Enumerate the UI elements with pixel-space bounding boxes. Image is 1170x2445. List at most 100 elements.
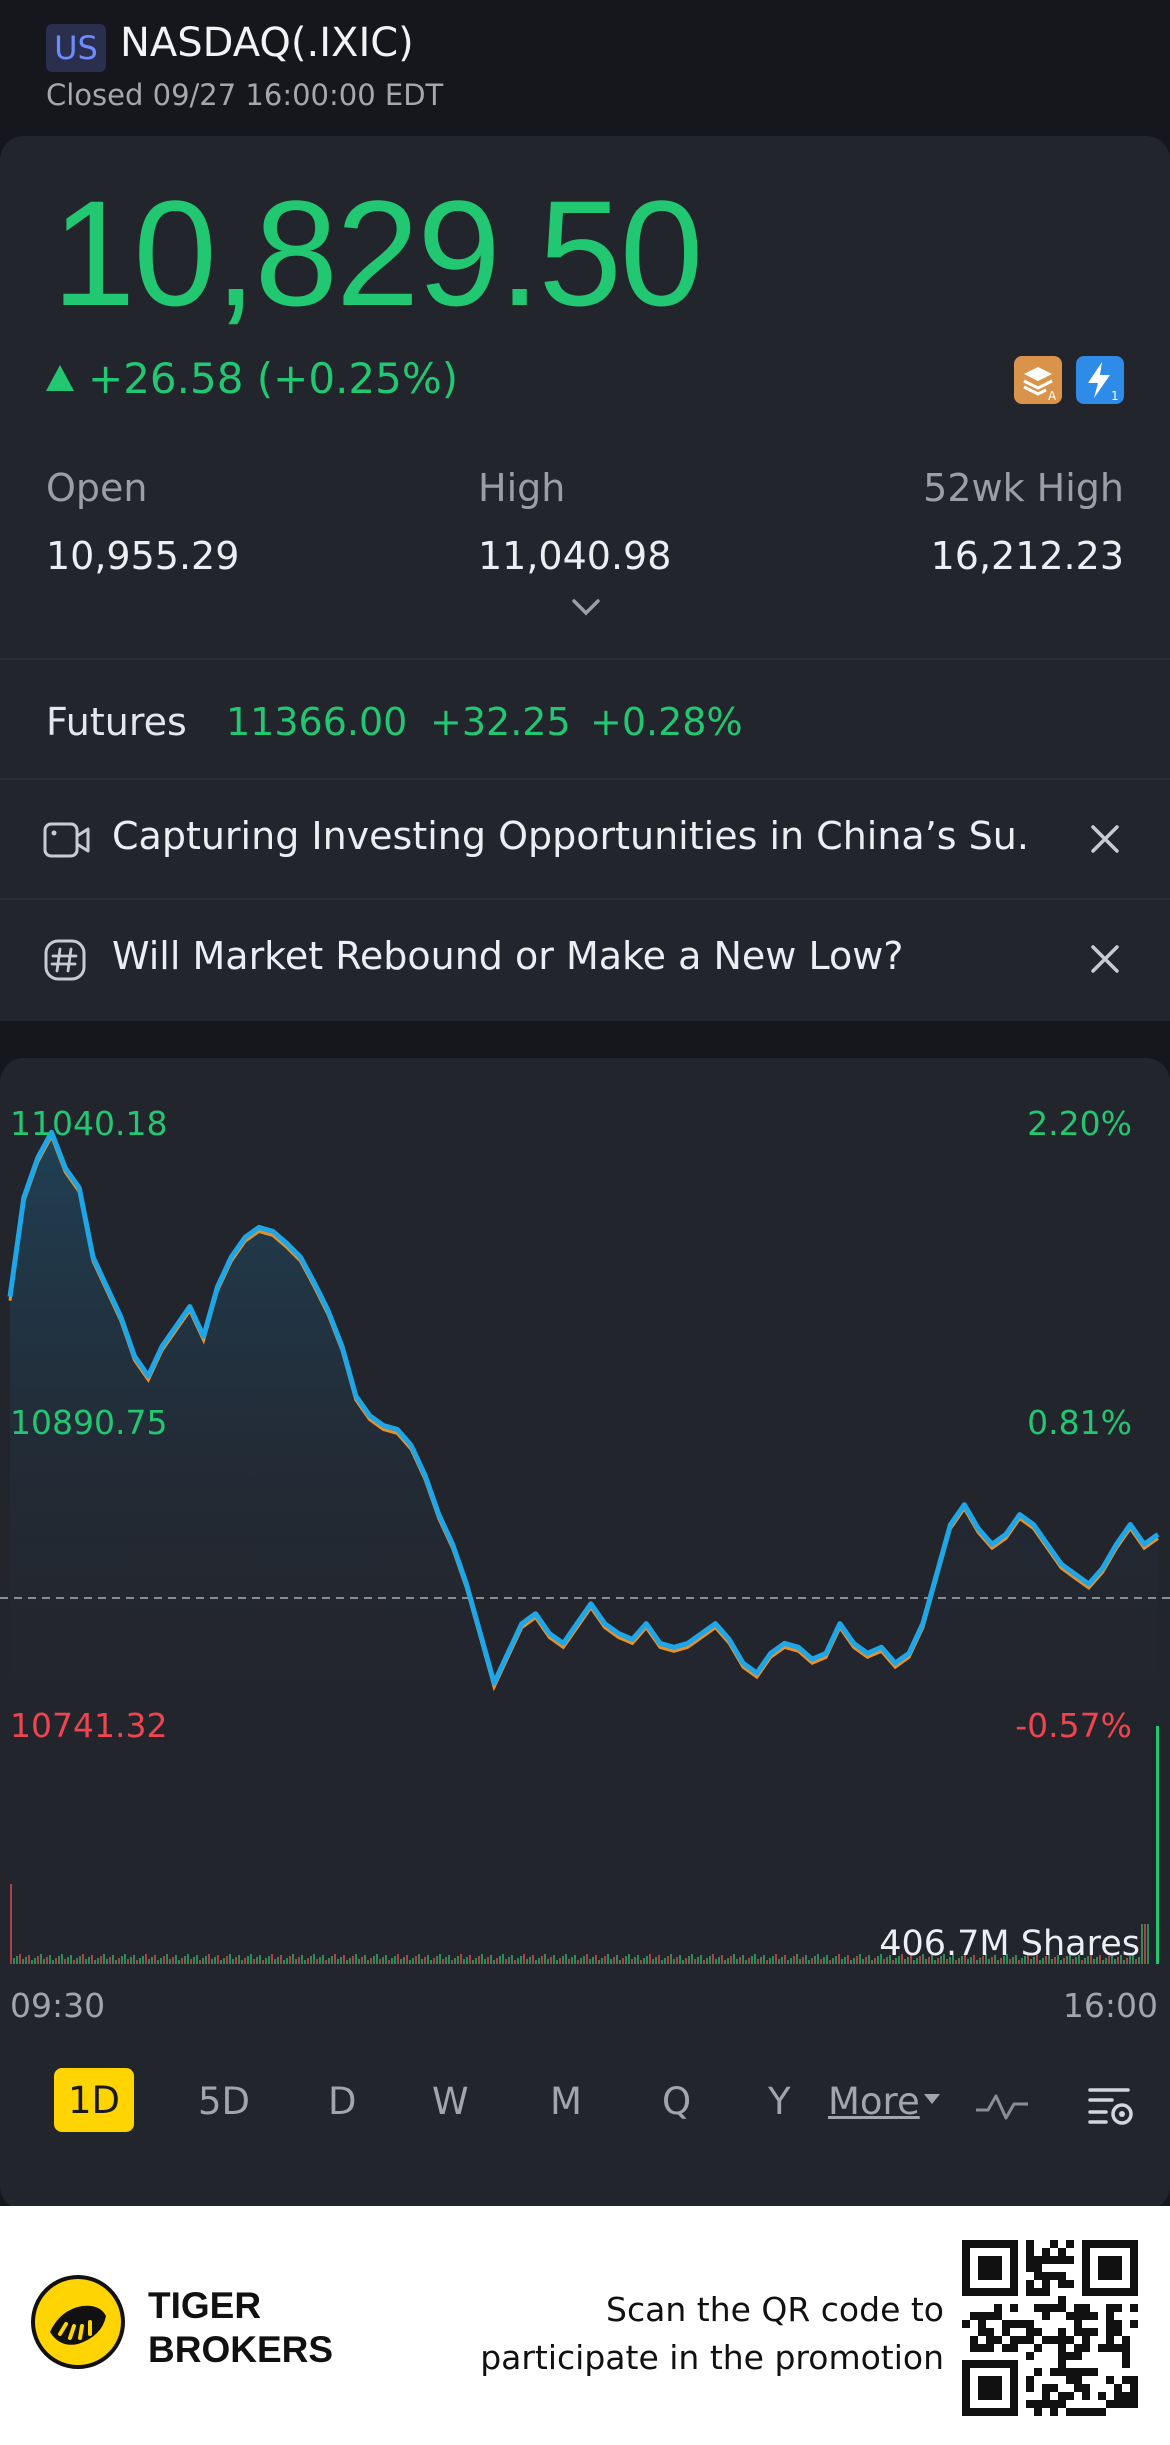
volume-bar (118, 1958, 120, 1964)
volume-bar (943, 1954, 945, 1964)
qr-module (1034, 2288, 1042, 2296)
volume-bar (301, 1955, 303, 1964)
y-axis-left-label: 10741.32 (10, 1706, 168, 1745)
qr-module (970, 2336, 978, 2344)
volume-bar (316, 1959, 318, 1964)
qr-module (1026, 2288, 1034, 2296)
volume-bar (640, 1960, 642, 1964)
period-w[interactable]: W (432, 2080, 469, 2123)
period-1d[interactable]: 1D (54, 2068, 134, 2132)
qr-module (1114, 2392, 1122, 2400)
qr-module (1106, 2376, 1114, 2384)
volume-bar (1021, 1958, 1023, 1964)
qr-module (1034, 2368, 1042, 2376)
volume-bar (553, 1955, 555, 1964)
volume-bar (16, 1956, 18, 1964)
qr-module (1114, 2328, 1122, 2336)
period-y[interactable]: Y (768, 2080, 791, 2123)
more-label: More (828, 2080, 920, 2123)
volume-bar (805, 1955, 807, 1964)
volume-bar (223, 1958, 225, 1964)
qr-module (1010, 2320, 1018, 2328)
chart-settings-icon[interactable] (1084, 2080, 1136, 2132)
volume-bar (559, 1958, 561, 1964)
qr-module (1130, 2376, 1138, 2384)
volume-bar (1102, 1960, 1104, 1964)
volume-bar (91, 1955, 93, 1964)
volume-bars (10, 1726, 1159, 1964)
qr-module (1050, 2336, 1058, 2344)
period-d[interactable]: D (328, 2080, 357, 2123)
volume-bar (1042, 1958, 1044, 1964)
volume-bar (103, 1954, 105, 1964)
volume-bar (190, 1959, 192, 1964)
volume-bar (172, 1957, 174, 1964)
stacked-layers-badge-icon[interactable]: A (1014, 356, 1062, 404)
volume-bar (1060, 1960, 1062, 1964)
quote-card (0, 136, 1170, 1021)
promo-line: Scan the QR code to (606, 2290, 944, 2329)
volume-bar (406, 1955, 408, 1964)
volume-bar (40, 1954, 42, 1964)
volume-bar (607, 1954, 609, 1964)
volume-bar (871, 1960, 873, 1964)
volume-bar (577, 1960, 579, 1964)
close-icon[interactable] (1088, 942, 1122, 976)
qr-module (1082, 2344, 1090, 2352)
volume-bar (610, 1959, 612, 1964)
volume-bar (370, 1958, 372, 1964)
volume-bar (31, 1960, 33, 1964)
volume-bar (730, 1956, 732, 1964)
caret-down-icon (923, 2094, 940, 2104)
qr-code[interactable] (962, 2240, 1138, 2416)
volume-bar (334, 1954, 336, 1964)
volume-bar (940, 1956, 942, 1964)
volume-bar (976, 1960, 978, 1964)
indicator-wave-icon[interactable] (974, 2086, 1030, 2126)
qr-module (1106, 2400, 1114, 2408)
lightning-badge-icon[interactable]: 1 (1076, 356, 1124, 404)
qr-module (1106, 2312, 1114, 2320)
qr-module (1058, 2360, 1066, 2368)
volume-bar (469, 1955, 471, 1964)
stat-open-value: 10,955.29 (46, 534, 240, 578)
volume-bar (82, 1954, 84, 1964)
divider (0, 658, 1170, 660)
news-item[interactable]: Capturing Investing Opportunities in Chi… (0, 780, 1170, 898)
more-periods-dropdown[interactable]: More (828, 2080, 940, 2123)
qr-module (1058, 2328, 1066, 2336)
volume-bar (1030, 1959, 1032, 1964)
volume-bar (211, 1959, 213, 1964)
last-price: 10,829.50 (52, 169, 703, 337)
stat-open-label: Open (46, 466, 148, 510)
x-axis-label: 09:30 (10, 1986, 106, 2025)
volume-bar (778, 1959, 780, 1964)
qr-module (1106, 2344, 1114, 2352)
volume-bar (343, 1955, 345, 1964)
qr-module (1106, 2328, 1114, 2336)
volume-bar (304, 1960, 306, 1964)
volume-bar (967, 1959, 969, 1964)
news-item[interactable]: Will Market Rebound or Make a New Low? (0, 900, 1170, 1018)
volume-bar (205, 1956, 207, 1964)
intraday-chart[interactable] (0, 1058, 1170, 2028)
qr-module (1034, 2304, 1042, 2312)
volume-bar (634, 1957, 636, 1964)
volume-bar (475, 1958, 477, 1964)
volume-bar (571, 1957, 573, 1964)
volume-bar (376, 1954, 378, 1964)
volume-bar (67, 1957, 69, 1964)
chevron-down-icon[interactable] (570, 596, 602, 618)
period-m[interactable]: M (550, 2080, 582, 2123)
volume-bar (1057, 1955, 1059, 1964)
qr-module (1042, 2256, 1050, 2264)
close-icon[interactable] (1088, 822, 1122, 856)
volume-bar (766, 1960, 768, 1964)
futures-label[interactable]: Futures (46, 700, 187, 744)
volume-bar (487, 1957, 489, 1964)
volume-bar (523, 1954, 525, 1964)
period-5d[interactable]: 5D (198, 2080, 251, 2123)
volume-bar (196, 1955, 198, 1964)
period-q[interactable]: Q (662, 2080, 692, 2123)
volume-bar (70, 1955, 72, 1964)
